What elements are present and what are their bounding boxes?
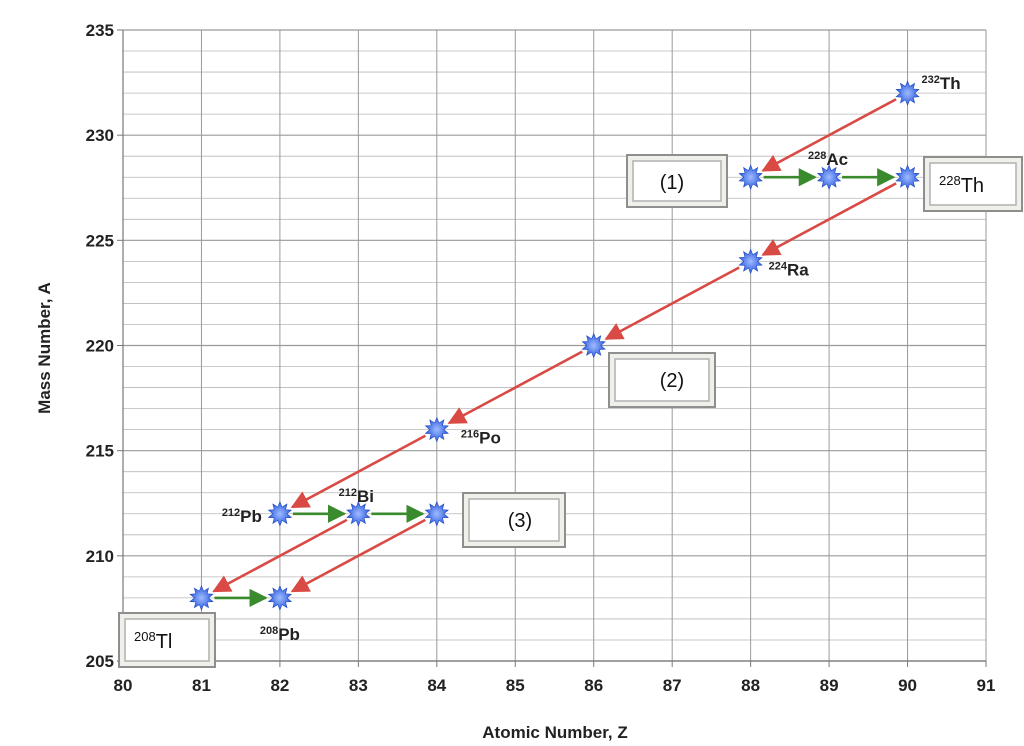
- annotation-box-inner: [632, 160, 722, 202]
- alpha-decay-arrow: [290, 434, 426, 509]
- x-tick-label: 82: [270, 676, 289, 695]
- element-symbol: Ra: [787, 260, 809, 279]
- nuclide-marker: [738, 164, 763, 191]
- nuclide-label: 228Ac: [808, 150, 848, 169]
- nuclide-marker: [895, 80, 920, 106]
- y-tick-label: 220: [86, 337, 114, 356]
- y-tick-label: 230: [86, 126, 114, 145]
- x-tick-label: 80: [114, 676, 133, 695]
- x-tick-label: 81: [192, 676, 211, 695]
- mass-number: 212: [339, 487, 357, 499]
- annotation-box-inner: [929, 162, 1017, 206]
- mass-number: 208: [260, 625, 278, 637]
- nuclide-marker: [738, 248, 763, 275]
- element-symbol: Pb: [240, 507, 262, 526]
- annotation-box-text: 208Tl: [134, 629, 172, 654]
- nuclide-marker: [346, 500, 371, 527]
- alpha-decay-arrow: [604, 266, 740, 341]
- x-tick-label: 85: [506, 676, 525, 695]
- nuclide-marker: [267, 500, 293, 527]
- alpha-decay-arrow: [290, 518, 426, 593]
- x-tick-label: 88: [741, 676, 760, 695]
- mass-number: 228: [939, 173, 961, 188]
- annotation-box-text: (2): [660, 370, 684, 392]
- nuclide-marker: [267, 585, 293, 611]
- nuclide-label: 212Pb: [222, 507, 262, 526]
- nuclide-points: [189, 80, 920, 611]
- nuclide-marker: [189, 585, 214, 611]
- mass-number: 212: [222, 507, 240, 519]
- y-tick-label: 235: [86, 21, 114, 40]
- nuclide-marker: [816, 164, 842, 191]
- nuclide-label: 232Th: [922, 74, 961, 93]
- decay-arrows: [212, 98, 897, 608]
- annotation-box-text: 228Th: [939, 173, 984, 198]
- nuclide-label: 216Po: [461, 429, 501, 448]
- nuclide-label: 212Bi: [339, 487, 374, 506]
- annotation-box-inner: [614, 358, 710, 402]
- alpha-decay-arrow: [212, 518, 348, 593]
- mass-number: 228: [808, 150, 826, 162]
- grid: [122, 29, 987, 662]
- mass-number: 232: [922, 74, 940, 86]
- x-tick-label: 84: [427, 676, 446, 695]
- nuclide-label: 224Ra: [769, 260, 810, 279]
- x-tick-label: 90: [898, 676, 917, 695]
- nuclide-marker: [581, 332, 606, 359]
- x-tick-label: 86: [584, 676, 603, 695]
- y-axis-title: Mass Number, A: [35, 282, 54, 414]
- y-tick-label: 225: [86, 231, 114, 250]
- nuclide-marker: [895, 164, 920, 191]
- y-tick-label: 215: [86, 442, 114, 461]
- alpha-decay-arrow: [447, 350, 583, 425]
- axes: 80 81 82 83 84 85 86 87 88 89 90 91 205 210 215 220 225 2…: [86, 21, 996, 695]
- mass-number: 208: [134, 629, 156, 644]
- annotation-box-inner: [124, 618, 210, 662]
- y-tick-label: 210: [86, 547, 114, 566]
- nuclide-marker: [424, 416, 449, 443]
- mass-number: 216: [461, 429, 479, 441]
- nuclide-label: 208Pb: [260, 625, 300, 644]
- x-axis-title: Atomic Number, Z: [482, 723, 627, 742]
- annotation-box-text: (3): [508, 510, 532, 532]
- element-symbol: Th: [961, 175, 984, 197]
- y-tick-label: 205: [86, 652, 114, 671]
- element-symbol: Pb: [278, 625, 300, 644]
- element-symbol: Th: [940, 74, 961, 93]
- element-symbol: Bi: [357, 487, 374, 506]
- alpha-decay-arrow: [761, 98, 897, 172]
- mass-number: 224: [769, 260, 788, 272]
- annotation-box-inner: [468, 498, 560, 542]
- x-tick-label: 89: [820, 676, 839, 695]
- nuclide-marker: [424, 500, 449, 527]
- x-tick-label: 83: [349, 676, 368, 695]
- element-symbol: Po: [479, 429, 501, 448]
- element-symbol: Tl: [156, 631, 173, 653]
- x-tick-label: 91: [977, 676, 996, 695]
- x-tick-label: 87: [663, 676, 682, 695]
- alpha-decay-arrow: [761, 182, 897, 256]
- element-symbol: Ac: [826, 150, 848, 169]
- annotation-box-text: (1): [660, 172, 684, 194]
